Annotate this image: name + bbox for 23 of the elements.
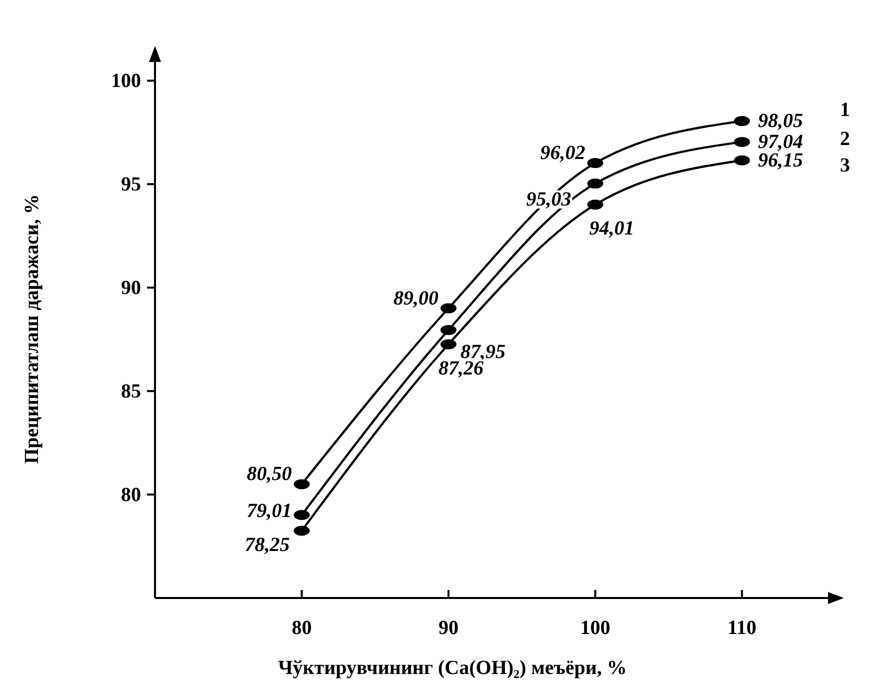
data-label: 78,25 (244, 534, 290, 556)
data-label: 79,01 (246, 500, 292, 522)
x-tick-label: 100 (580, 617, 610, 640)
y-tick-label: 80 (121, 484, 141, 506)
data-label: 97,04 (758, 130, 803, 153)
y-tick-label: 85 (121, 380, 141, 402)
x-tick-label: 110 (728, 617, 756, 640)
data-label: 80,50 (246, 463, 292, 486)
y-tick-label: 100 (111, 70, 141, 92)
y-tick-label: 95 (121, 174, 141, 196)
x-tick-label: 90 (438, 617, 458, 640)
text: 2 (840, 128, 850, 150)
text: 3 (840, 154, 850, 176)
data-label: 89,00 (393, 287, 438, 310)
y-tick-label: 90 (121, 277, 141, 300)
data-label: 94,01 (589, 218, 634, 240)
data-label: 98,05 (758, 110, 803, 132)
data-label: 95,03 (526, 188, 572, 211)
x-tick-label: 80 (292, 617, 312, 640)
x-axis-title: Чўктирувчининг (Ca(OH)₂) меъёри, % (278, 657, 627, 679)
text: 1 (840, 99, 850, 122)
data-label: 96,02 (540, 142, 586, 164)
y-axis-title: Преципитатлаш даражаси, % (21, 194, 43, 464)
